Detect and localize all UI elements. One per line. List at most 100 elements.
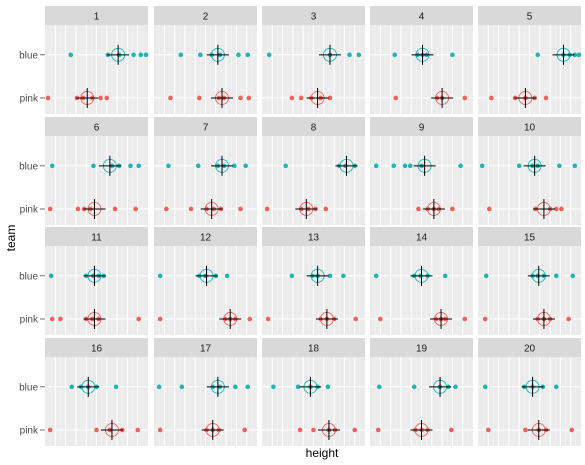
facet-strip: [154, 6, 257, 25]
pink-point: [94, 427, 99, 433]
facet-strip-label: 9: [419, 123, 425, 134]
blue-point: [195, 163, 201, 169]
pink-point: [265, 316, 271, 322]
facet-strip: [45, 117, 148, 136]
facet-panel: 6: [45, 117, 148, 225]
pink-point: [136, 316, 142, 322]
pink-point: [49, 316, 55, 322]
facet-strip: [154, 227, 257, 246]
pink-point: [327, 95, 333, 101]
blue-point: [557, 163, 562, 169]
blue-point: [69, 384, 75, 390]
facet-panel: 20: [478, 338, 581, 446]
facet-panel: 17: [154, 338, 257, 446]
blue-point: [453, 384, 458, 390]
pink-point: [523, 427, 528, 433]
facet-strip-label: 17: [200, 344, 212, 355]
blue-point: [113, 384, 119, 390]
blue-point: [442, 273, 448, 279]
blue-point: [49, 163, 55, 169]
blue-point: [68, 52, 74, 58]
pink-point: [487, 206, 492, 212]
blue-point: [576, 52, 582, 58]
facet-strip: [154, 338, 257, 357]
blue-point: [482, 384, 488, 390]
pink-point: [157, 427, 163, 433]
y-axis-ticks: blue pink blue pink blue pink blue pink: [19, 50, 45, 436]
y-axis-title: team: [4, 225, 18, 252]
x-axis-title: height: [306, 446, 339, 460]
pink-point: [133, 206, 138, 212]
facet-strip: [370, 227, 473, 246]
facet-strip: [45, 227, 148, 246]
facet-panel: 4: [370, 6, 473, 114]
blue-point: [572, 163, 578, 169]
pink-point: [197, 95, 202, 101]
blue-point: [138, 52, 144, 58]
facet-strip: [262, 6, 365, 25]
facet-strip: [478, 227, 581, 246]
pink-point: [323, 206, 329, 212]
pink-point: [569, 427, 575, 433]
blue-point: [356, 52, 362, 58]
pink-point: [289, 95, 295, 101]
pink-point: [45, 95, 51, 101]
facet-strip: [478, 6, 581, 25]
pink-point: [298, 95, 304, 101]
pink-point: [58, 316, 63, 322]
pink-point: [242, 427, 247, 433]
facet-panel: 14: [370, 227, 473, 335]
blue-point: [391, 163, 396, 169]
pink-point: [75, 206, 81, 212]
pink-point: [378, 316, 383, 322]
blue-point: [553, 273, 559, 279]
blue-point: [411, 384, 417, 390]
facet-strip: [478, 117, 581, 136]
pink-point: [47, 206, 53, 212]
blue-point: [266, 52, 272, 58]
blue-point: [178, 52, 184, 58]
facet-strip-label: 14: [416, 233, 428, 244]
blue-point: [295, 384, 301, 390]
pink-point: [112, 206, 118, 212]
facet-panel: 15: [478, 227, 581, 335]
facet-panel: 7: [154, 117, 257, 225]
facet-strip-label: 1: [94, 12, 100, 23]
facet-panel: 9: [370, 117, 473, 225]
blue-point: [341, 273, 346, 279]
facet-panel: 3: [262, 6, 365, 114]
pink-point: [47, 427, 53, 433]
blue-point: [373, 163, 379, 169]
blue-point: [157, 273, 163, 279]
blue-point: [245, 384, 251, 390]
blue-point: [407, 163, 413, 169]
y-tick-label-blue: blue: [19, 161, 38, 172]
blue-point: [243, 163, 248, 169]
pink-point: [352, 427, 358, 433]
blue-point: [325, 384, 331, 390]
facet-strip-label: 16: [91, 344, 103, 355]
blue-point: [553, 384, 559, 390]
facet-strip: [370, 6, 473, 25]
facet-panel: 2: [154, 6, 257, 114]
pink-point: [168, 95, 173, 101]
facet-strip-label: 20: [524, 344, 536, 355]
pink-point: [462, 95, 468, 101]
y-tick-label-pink: pink: [20, 93, 39, 104]
blue-point: [232, 163, 237, 169]
pink-point: [486, 427, 491, 433]
pink-point: [238, 95, 243, 101]
blue-point: [128, 163, 133, 169]
facet-strip-label: 13: [308, 233, 320, 244]
facet-strip-label: 19: [416, 344, 428, 355]
facet-strip-label: 15: [524, 233, 536, 244]
pink-point: [375, 427, 381, 433]
pink-point: [164, 206, 169, 212]
pink-point: [297, 427, 303, 433]
facet-panel: 19: [370, 338, 473, 446]
pink-point: [559, 206, 564, 212]
pink-point: [98, 95, 103, 101]
pink-point: [135, 427, 140, 433]
facet-panel: 12: [154, 227, 257, 335]
blue-point: [376, 384, 382, 390]
